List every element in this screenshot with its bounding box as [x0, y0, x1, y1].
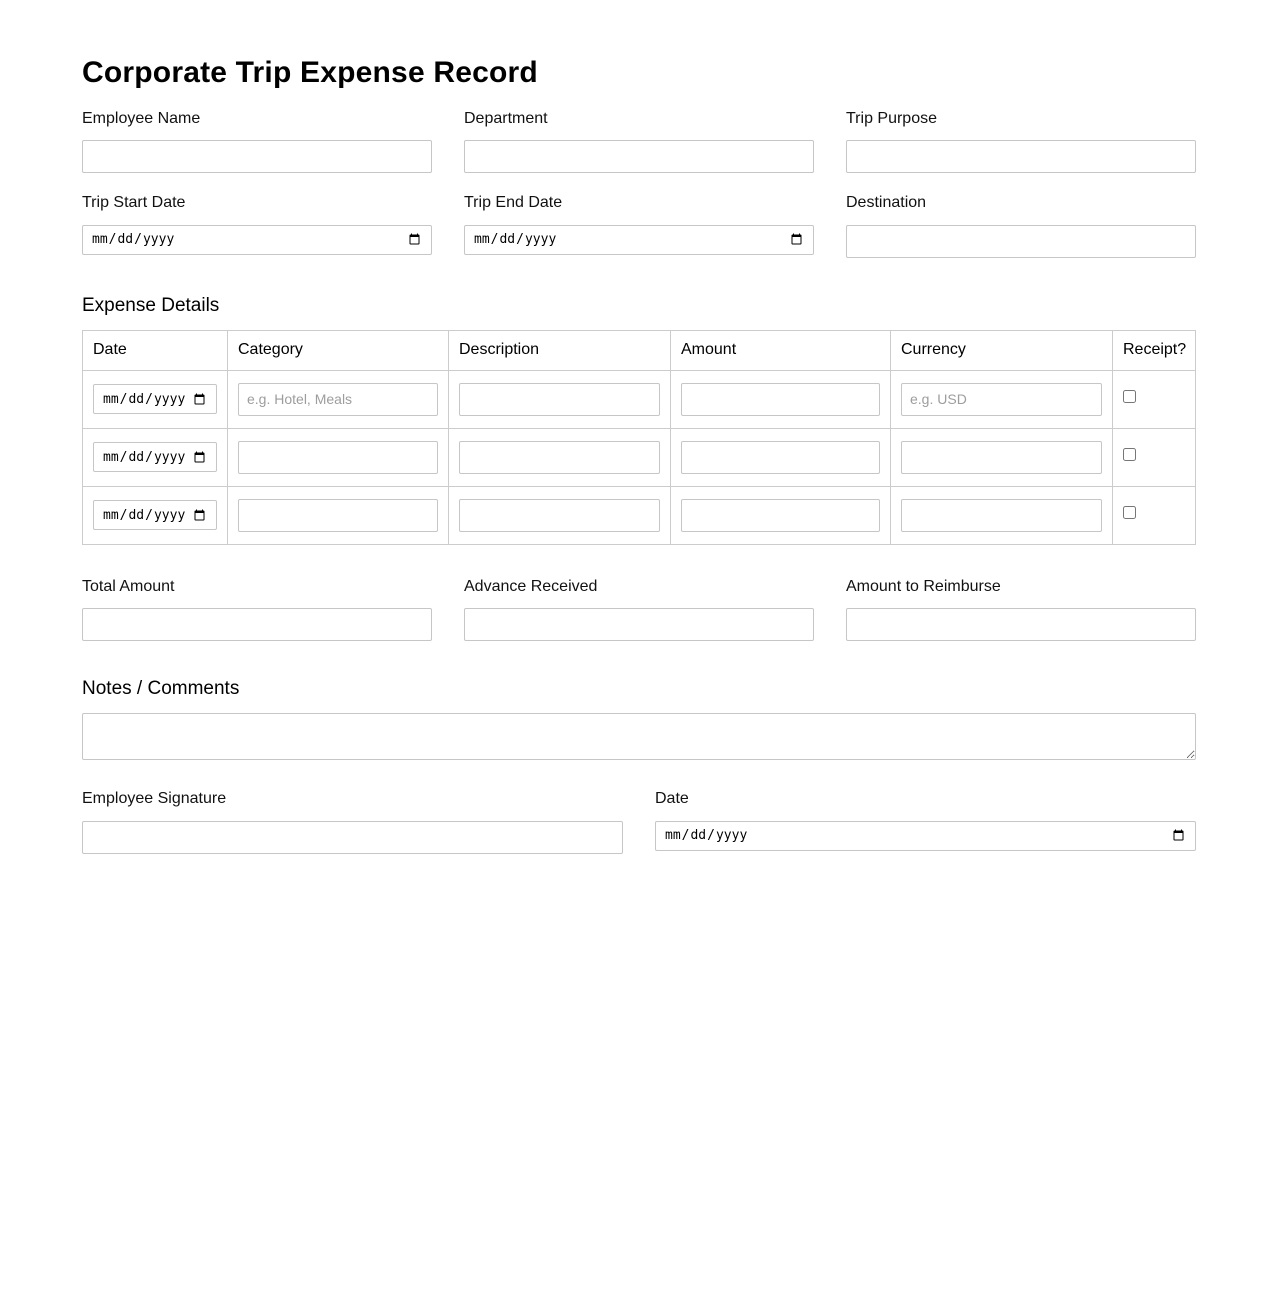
employee-name-input[interactable] [82, 140, 432, 174]
expense-2-category-input[interactable] [238, 440, 438, 474]
field-employee-name: Employee Name [82, 110, 432, 174]
expense-row-2 [82, 427, 1196, 487]
col-header-description: Description [448, 329, 671, 371]
totals-row: Total Amount Advance Received Amount to … [82, 578, 1196, 662]
employee-signature-label: Employee Signature [82, 790, 227, 808]
signature-date-input[interactable] [655, 820, 1196, 851]
expense-1-amount-input[interactable] [681, 382, 880, 416]
expense-1-currency-input[interactable] [901, 382, 1102, 416]
expense-3-date-input[interactable] [93, 500, 217, 531]
department-label: Department [464, 110, 548, 127]
expense-2-description-input[interactable] [459, 440, 660, 474]
col-header-receipt: Receipt? [1112, 329, 1196, 371]
employee-signature-input[interactable] [82, 820, 623, 854]
col-header-category: Category [227, 329, 449, 371]
expense-2-currency-input[interactable] [901, 440, 1102, 474]
department-input[interactable] [464, 140, 814, 174]
expense-details-heading: Expense Details [82, 294, 220, 316]
expense-1-receipt-checkbox[interactable] [1123, 390, 1136, 404]
amount-to-reimburse-label: Amount to Reimburse [846, 577, 1001, 595]
expense-1-date-input[interactable] [93, 384, 217, 415]
trip-info-row-2: Trip Start Date Trip End Date Destinatio… [82, 194, 1196, 278]
field-trip-purpose: Trip Purpose [846, 110, 1196, 174]
destination-input[interactable] [846, 224, 1196, 258]
signature-row: Employee Signature Date [82, 790, 1196, 874]
destination-label: Destination [846, 194, 927, 212]
expense-details-table: Date Category Description Amount Currenc… [82, 329, 1196, 545]
trip-start-date-input[interactable] [82, 224, 432, 255]
field-destination: Destination [846, 194, 1196, 258]
notes-heading: Notes / Comments [82, 678, 240, 700]
notes-textarea[interactable] [82, 713, 1196, 761]
col-header-amount: Amount [670, 329, 891, 371]
expense-3-amount-input[interactable] [681, 498, 880, 532]
form-container: Corporate Trip Expense Record Employee N… [82, 0, 1196, 875]
advance-received-label: Advance Received [464, 577, 598, 595]
trip-purpose-input[interactable] [846, 140, 1196, 174]
expense-2-receipt-checkbox[interactable] [1123, 448, 1136, 462]
field-signature-date: Date [655, 790, 1196, 853]
expense-3-description-input[interactable] [459, 498, 660, 532]
expense-table-header-row: Date Category Description Amount Currenc… [82, 329, 1196, 371]
expense-2-date-input[interactable] [93, 442, 217, 473]
trip-purpose-label: Trip Purpose [846, 110, 937, 127]
signature-date-label: Date [655, 790, 689, 808]
expense-1-category-input[interactable] [238, 382, 438, 416]
trip-info-row-1: Employee Name Department Trip Purpose [82, 110, 1196, 194]
col-header-currency: Currency [890, 329, 1113, 371]
col-header-date: Date [82, 329, 228, 371]
trip-start-date-label: Trip Start Date [82, 194, 186, 212]
field-department: Department [464, 110, 814, 174]
trip-end-date-label: Trip End Date [464, 194, 563, 212]
field-employee-signature: Employee Signature [82, 790, 623, 854]
field-total-amount: Total Amount [82, 577, 432, 642]
total-amount-label: Total Amount [82, 577, 175, 595]
expense-3-category-input[interactable] [238, 498, 438, 532]
field-advance-received: Advance Received [464, 577, 814, 642]
expense-1-description-input[interactable] [459, 382, 660, 416]
amount-to-reimburse-input[interactable] [846, 608, 1196, 642]
expense-2-amount-input[interactable] [681, 440, 880, 474]
expense-3-receipt-checkbox[interactable] [1123, 506, 1136, 520]
field-trip-start-date: Trip Start Date [82, 194, 432, 257]
field-amount-to-reimburse: Amount to Reimburse [846, 577, 1196, 642]
advance-received-input[interactable] [464, 608, 814, 642]
expense-3-currency-input[interactable] [901, 498, 1102, 532]
trip-end-date-input[interactable] [464, 224, 814, 255]
expense-row-3 [82, 485, 1196, 545]
employee-name-label: Employee Name [82, 110, 201, 127]
page-title: Corporate Trip Expense Record [82, 56, 538, 89]
total-amount-input[interactable] [82, 608, 432, 642]
field-trip-end-date: Trip End Date [464, 194, 814, 257]
expense-row-1 [82, 369, 1196, 429]
